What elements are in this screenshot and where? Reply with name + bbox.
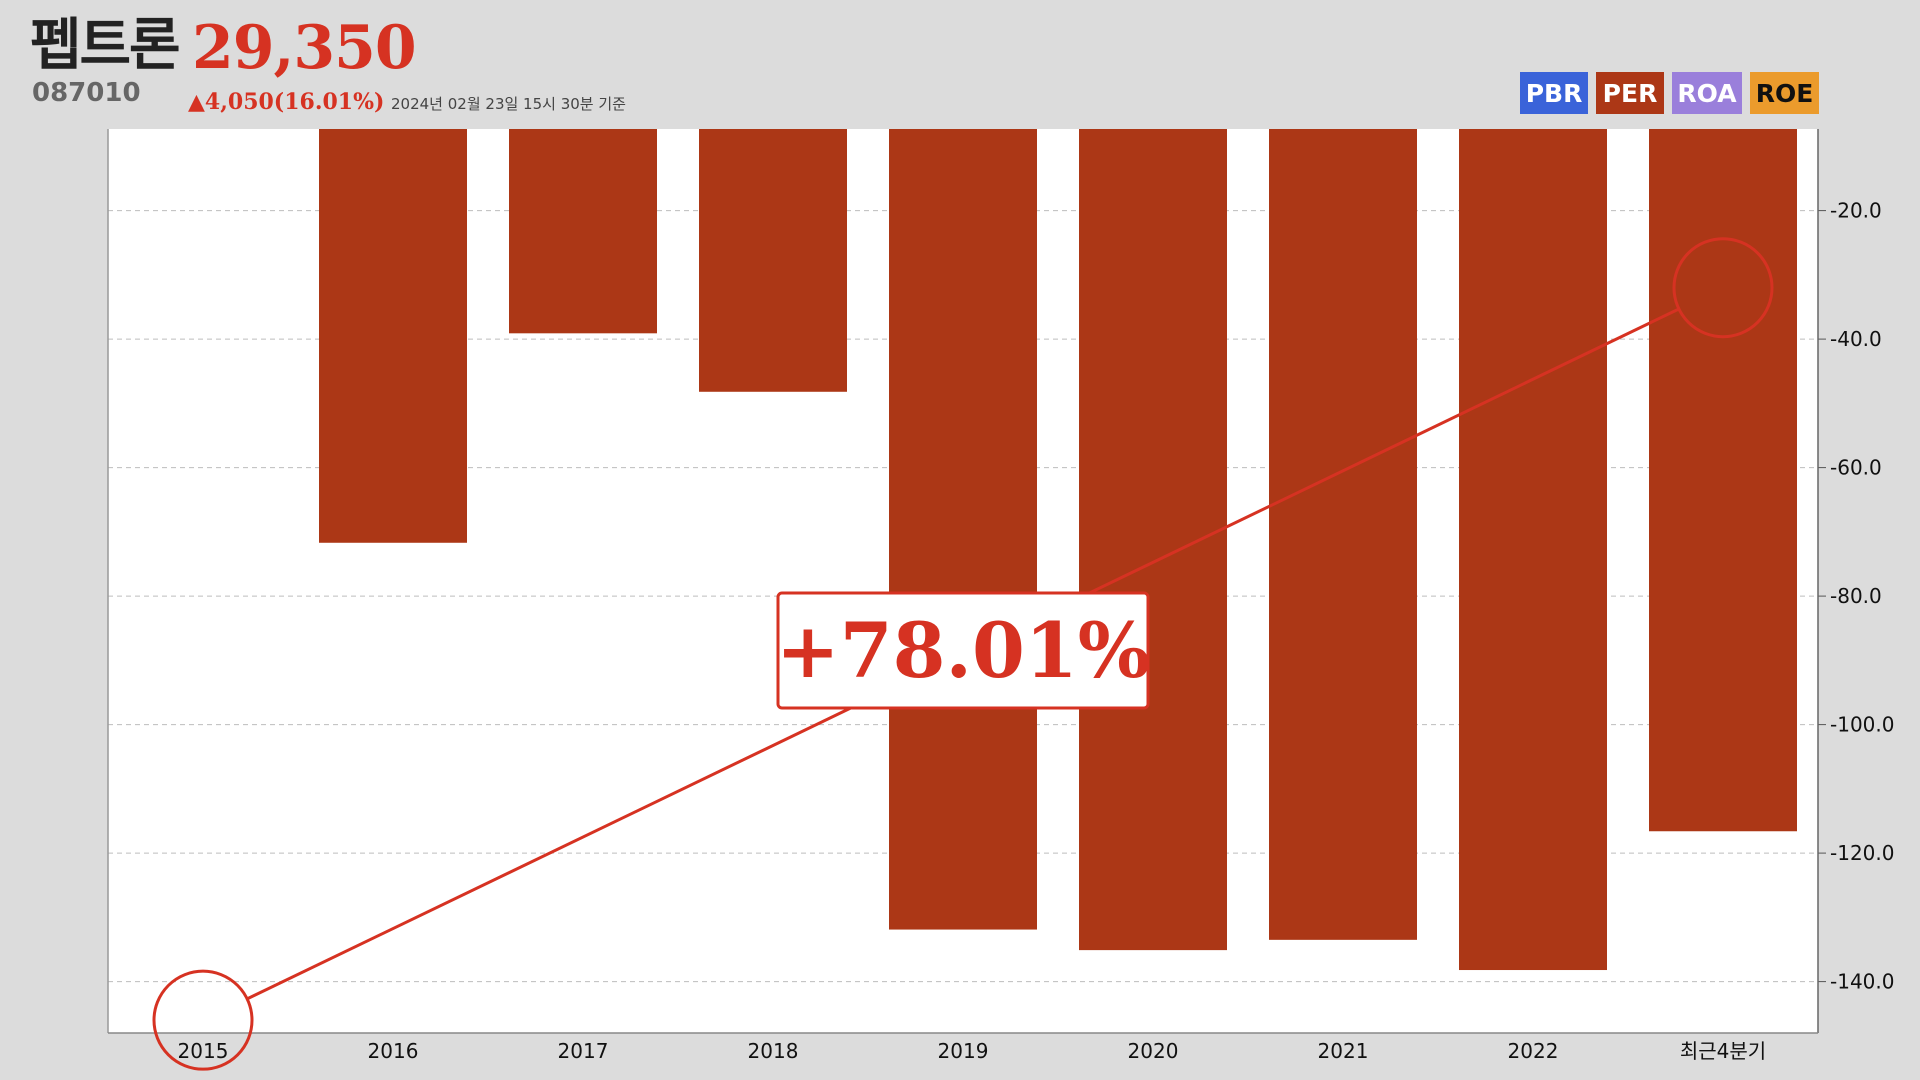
y-tick-label: -120.0 bbox=[1830, 841, 1894, 865]
change-label: +78.01% bbox=[776, 606, 1150, 695]
y-tick-label: -140.0 bbox=[1830, 970, 1894, 994]
bar-2022 bbox=[1459, 129, 1607, 971]
stock-date: 2024년 02월 23일 15시 30분 기준 bbox=[391, 95, 626, 113]
x-tick-label: 2018 bbox=[748, 1039, 799, 1063]
stock-header: 펩트론 29,350 087010 ▲4,050(16.01%) 2024년 0… bbox=[0, 0, 1920, 128]
y-tick-label: -20.0 bbox=[1830, 199, 1882, 223]
roe-button[interactable]: ROE bbox=[1750, 72, 1819, 114]
stock-code: 087010 bbox=[32, 78, 141, 108]
bar-최근4분기 bbox=[1649, 129, 1797, 832]
y-tick-label: -40.0 bbox=[1830, 327, 1882, 351]
roa-button[interactable]: ROA bbox=[1672, 72, 1742, 114]
bar-2018 bbox=[699, 129, 847, 392]
metric-tabs: PBR PER ROA ROE bbox=[1520, 72, 1819, 114]
end-marker-circle bbox=[1672, 237, 1774, 339]
per-button[interactable]: PER bbox=[1596, 72, 1664, 114]
pbr-button[interactable]: PBR bbox=[1520, 72, 1588, 114]
x-tick-label: 2021 bbox=[1318, 1039, 1369, 1063]
x-tick-label: 2015 bbox=[178, 1039, 229, 1063]
bar-2020 bbox=[1079, 129, 1227, 951]
bar-2016 bbox=[319, 129, 467, 543]
x-tick-label: 2020 bbox=[1128, 1039, 1179, 1063]
x-tick-label: 2019 bbox=[938, 1039, 989, 1063]
stock-name: 펩트론 bbox=[30, 13, 181, 78]
change-label-box bbox=[776, 591, 1150, 710]
bar-2021 bbox=[1269, 129, 1417, 940]
y-tick-label: -100.0 bbox=[1830, 713, 1894, 737]
y-tick-label: -80.0 bbox=[1830, 584, 1882, 608]
bar-2017 bbox=[509, 129, 657, 334]
stock-change: ▲4,050(16.01%) bbox=[188, 89, 385, 115]
start-marker-circle bbox=[152, 969, 254, 1071]
x-tick-label: 2017 bbox=[558, 1039, 609, 1063]
x-tick-label: 최근4분기 bbox=[1680, 1039, 1766, 1063]
bar-2019 bbox=[889, 129, 1037, 930]
x-tick-label: 2016 bbox=[368, 1039, 419, 1063]
stock-price: 29,350 bbox=[192, 13, 417, 83]
y-tick-label: -60.0 bbox=[1830, 456, 1882, 480]
x-tick-label: 2022 bbox=[1508, 1039, 1559, 1063]
